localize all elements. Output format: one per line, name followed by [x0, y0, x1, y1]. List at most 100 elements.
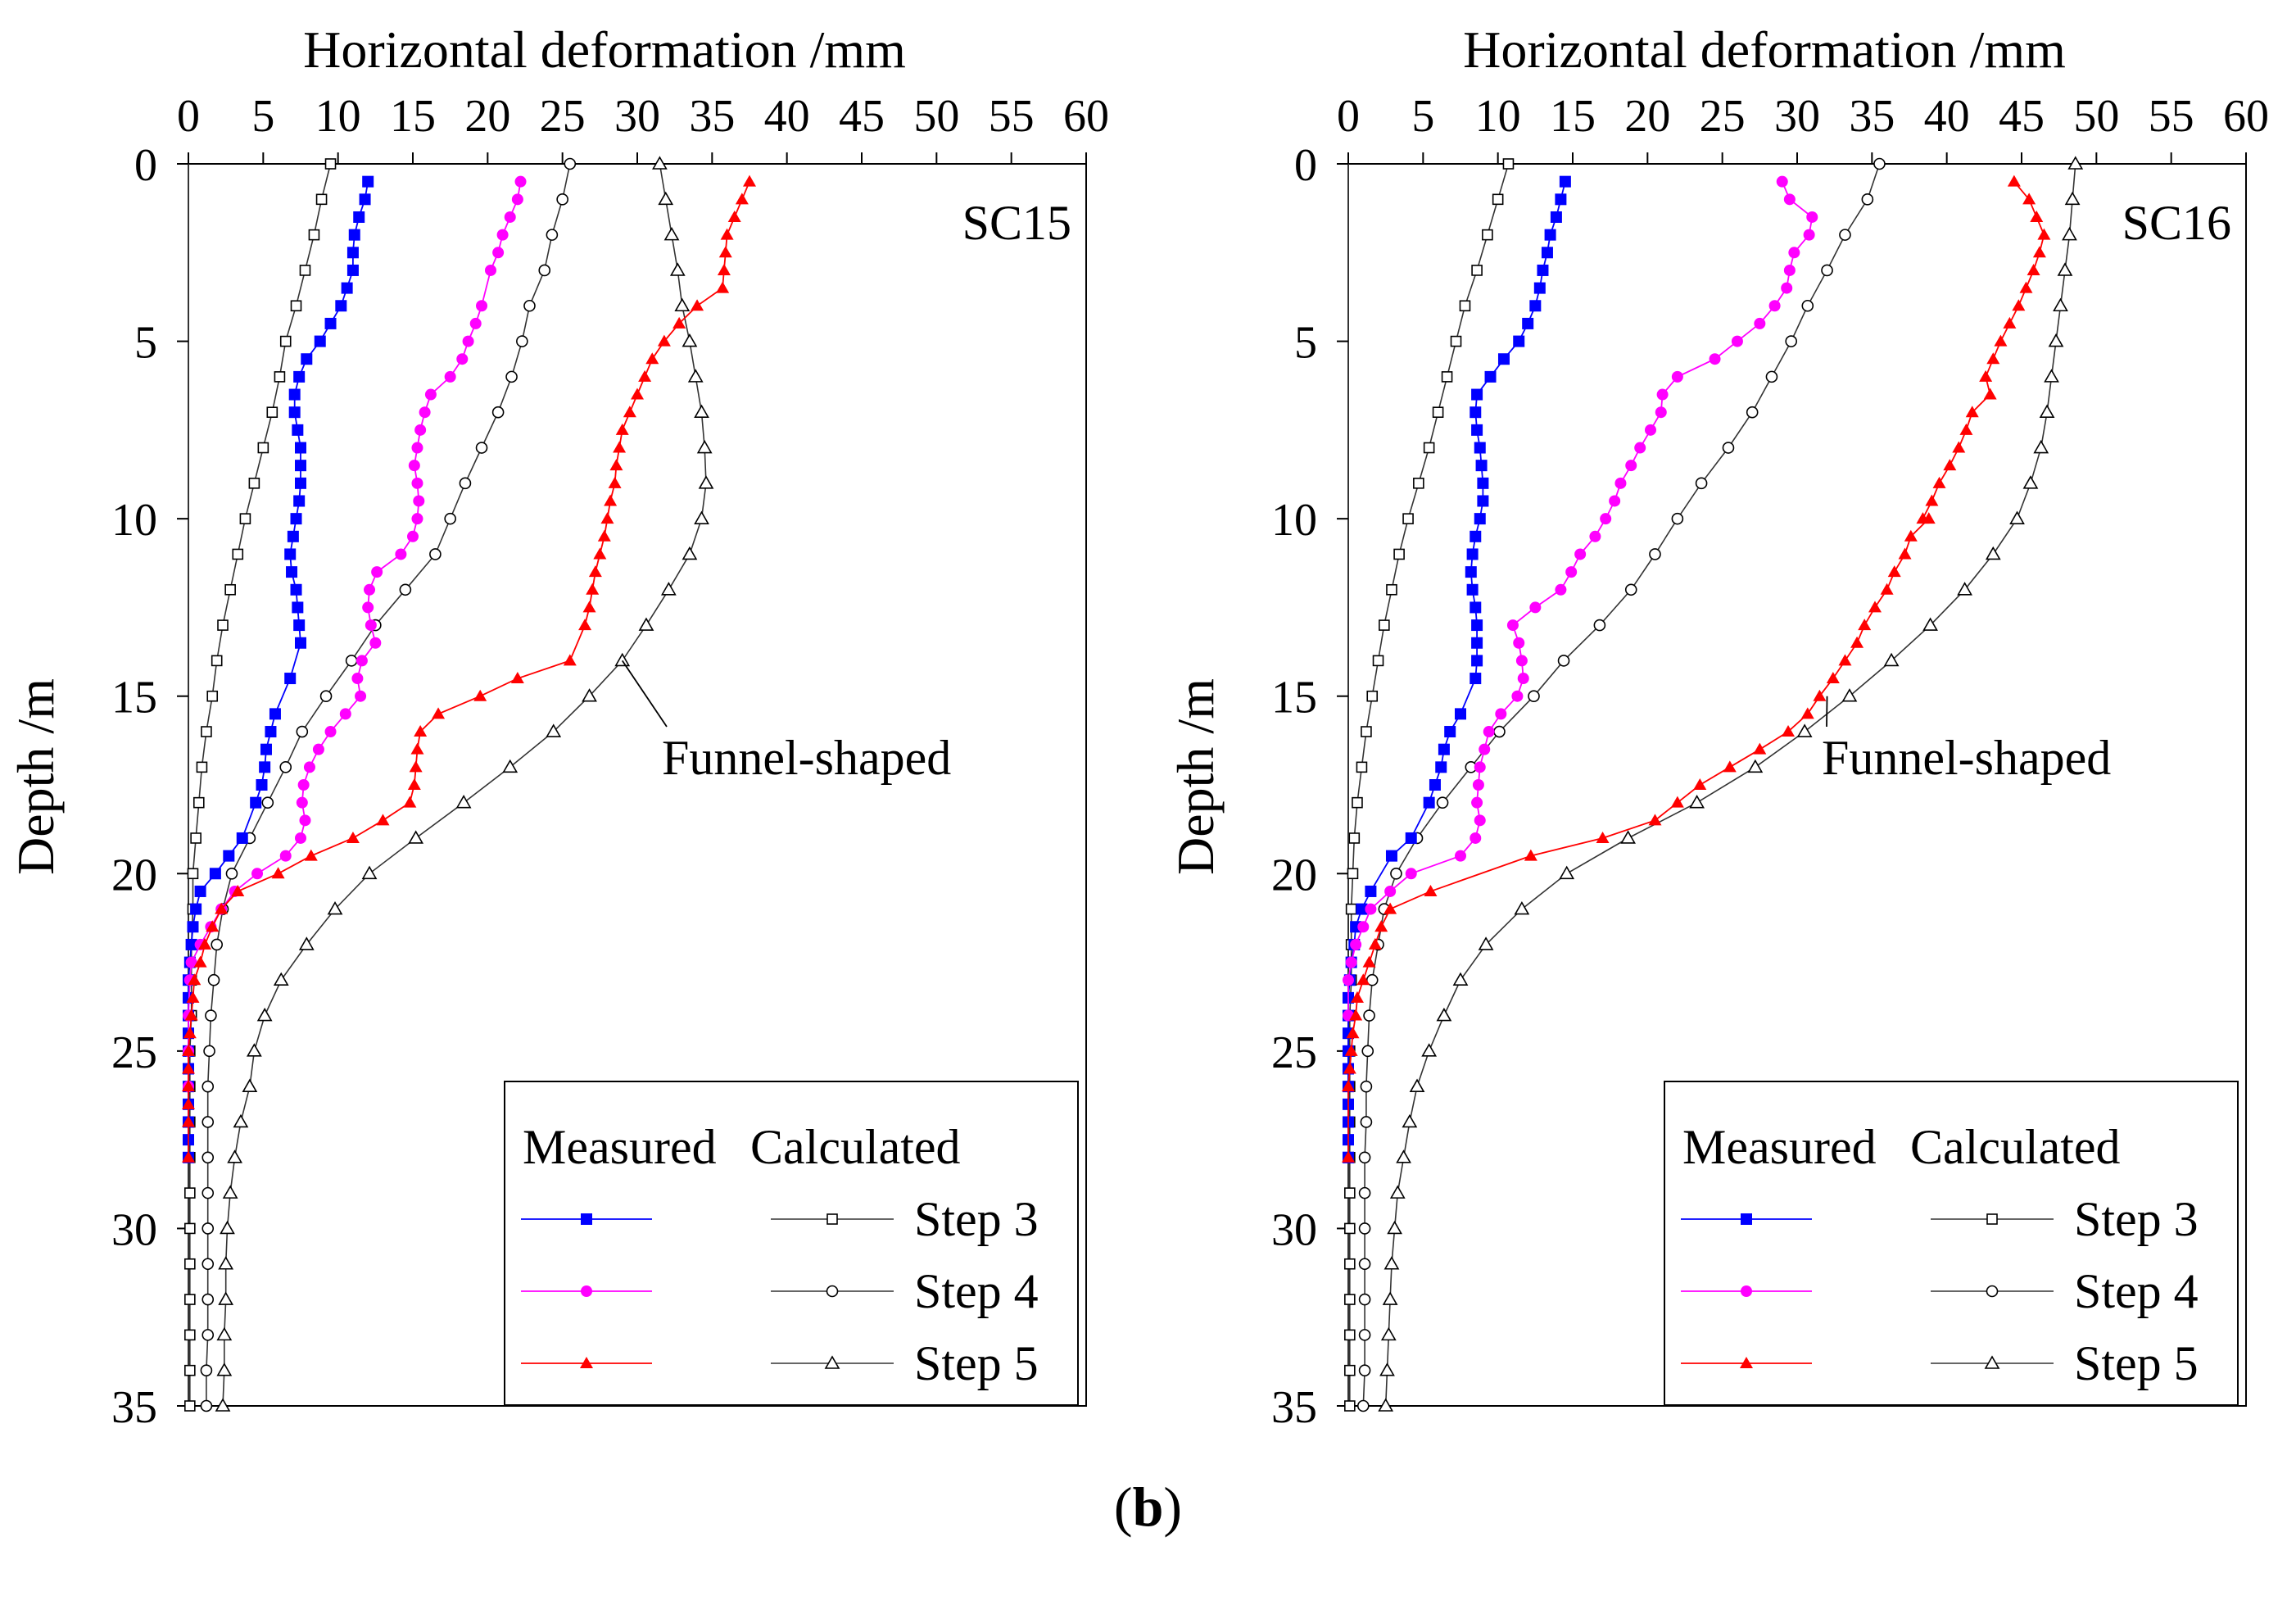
series-calculated-step-5-point [216, 1362, 233, 1376]
series-calculated-step-5-point [1747, 759, 1764, 773]
series-calculated-step-4-point [345, 655, 358, 667]
series-calculated-step-3-point [184, 1187, 196, 1199]
series-measured-step-5-point [720, 228, 734, 240]
series-measured-step-4-point [1783, 193, 1796, 206]
series-measured-step-4 [183, 175, 527, 1093]
series-measured-step-3-point [1537, 264, 1549, 276]
legend-entry-label: Step 3 [914, 1192, 1039, 1246]
series-calculated-step-3-point [232, 548, 244, 560]
series-measured-step-5-point [271, 867, 285, 879]
series-calculated-step-3-point [299, 265, 311, 276]
series-measured-step-3-point [1470, 673, 1482, 685]
series-measured-step-3-point [1477, 495, 1489, 507]
series-calculated-step-4-point [1557, 655, 1570, 667]
series-measured-step-4-point [279, 850, 292, 862]
series-calculated-step-3-point [1347, 868, 1359, 880]
series-measured-step-3-point [1465, 566, 1477, 578]
series-measured-step-4-point [444, 370, 456, 383]
series-measured-step-5-point [1693, 778, 1707, 790]
series-calculated-step-5-point [2022, 475, 2039, 489]
panel-label-open: ( [1113, 1476, 1133, 1538]
legend-header-calculated: Calculated [1910, 1120, 2121, 1174]
series-calculated-step-5-point [1383, 1256, 1400, 1270]
series-measured-step-5-point [623, 406, 636, 418]
series-measured-step-5-point [718, 246, 732, 258]
x-tick-label: 35 [689, 91, 735, 142]
x-tick-label: 45 [839, 91, 885, 142]
series-measured-step-4-point [1495, 708, 1507, 720]
series-measured-step-3-point [1477, 477, 1489, 489]
series-measured-step-5-point [2022, 193, 2036, 205]
series-measured-step-3-point [335, 300, 347, 312]
legend: Measured Calculated Step 3 Step 4 Step 5 [504, 1081, 1079, 1406]
legend-entry-label: Step 4 [2074, 1264, 2199, 1318]
series-calculated-step-4-point [1821, 264, 1833, 277]
series-calculated-step-5-point [1559, 865, 1575, 880]
series-calculated-step-3-point [1344, 1400, 1356, 1412]
series-measured-step-5-point [1994, 334, 2008, 347]
series-measured-step-4-point [1634, 442, 1646, 454]
chart-panel-sc16: 0 5 10 15 20 25 30 35 40 45 50 55 6005101520253035Ho… [1166, 20, 2269, 1433]
series-measured-step-5-point [1922, 512, 1936, 524]
series-measured-step-4-point [251, 868, 264, 880]
panel-label: (b) [0, 1475, 2296, 1539]
series-measured-step-5-point [1356, 973, 1370, 986]
series-measured-step-3-point [250, 796, 262, 809]
series-measured-step-5-point [657, 334, 671, 347]
series-calculated-step-3-point [184, 1400, 196, 1412]
series-measured-step-4-point [411, 477, 423, 489]
series-measured-step-3-point [301, 353, 313, 365]
series-measured-step-5-point [1983, 388, 1997, 400]
series-measured-step-3-point [284, 548, 297, 560]
series-measured-step-5-point [578, 619, 592, 631]
series-measured-step-3-point [265, 726, 277, 738]
series-measured-step-4-point [362, 601, 374, 614]
series-calculated-step-3-point [1344, 1294, 1356, 1305]
series-measured-step-3-point [185, 938, 197, 950]
series-measured-step-4-point [1472, 779, 1484, 791]
series-calculated-step-4-point [1436, 796, 1449, 809]
series-measured-step-4-point [504, 211, 516, 223]
series-measured-step-3-point [1484, 370, 1497, 383]
series-calculated-step-4-point [296, 725, 309, 738]
series-calculated-step-5-point [1379, 1362, 1395, 1376]
legend-measured-marker [581, 1285, 592, 1297]
series-measured-step-5-point [609, 459, 623, 471]
series-measured-step-3-point [1356, 903, 1368, 915]
series-measured-step-4-point [408, 460, 420, 472]
series-calculated-step-3-point [184, 1222, 196, 1235]
series-measured-step-5-point [182, 1097, 195, 1109]
series-calculated-step-4-point [205, 1009, 217, 1022]
series-calculated-step-3-point [1356, 761, 1368, 773]
x-tick-label: 45 [1999, 91, 2045, 142]
series-measured-step-5-point [2019, 281, 2033, 293]
series-calculated-step-4-point [1873, 157, 1886, 170]
series-calculated-step-4-point [202, 1293, 215, 1306]
series-measured-step-4-point [364, 583, 376, 596]
series-measured-step-4-point [1517, 673, 1529, 685]
series-measured-step-4-point [185, 956, 197, 968]
series-measured-step-3-point [292, 601, 304, 614]
series-calculated-step-5-point [2009, 510, 2025, 524]
series-calculated-step-3-point [1348, 832, 1361, 844]
series-measured-step-3-point [293, 619, 306, 632]
y-tick-label: 5 [134, 318, 157, 369]
series-measured-step-5-point [717, 263, 731, 275]
series-measured-step-3-point [1429, 779, 1441, 791]
series-measured-step-5-point [1887, 565, 1901, 578]
series-measured-step-5-point [1350, 991, 1364, 1003]
series-measured-step-5-point [1368, 937, 1382, 950]
series-measured-step-5-point [743, 175, 756, 187]
x-tick-label: 60 [2223, 91, 2269, 142]
series-measured-step-3-point [1438, 743, 1450, 755]
series-calculated-step-3-point [1450, 335, 1462, 347]
series-calculated-step-5-point [242, 1078, 258, 1092]
series-measured-step-4-point [365, 619, 377, 632]
x-tick-label: 30 [614, 91, 660, 142]
series-measured-step-5-point [206, 920, 220, 932]
legend-box [504, 1081, 1079, 1406]
series-calculated-step-5-point [327, 900, 343, 915]
series-calculated-step-5-point [246, 1043, 262, 1057]
series-calculated-step-5-point [273, 972, 289, 986]
annotation-label: Funnel-shaped [1822, 731, 2111, 785]
